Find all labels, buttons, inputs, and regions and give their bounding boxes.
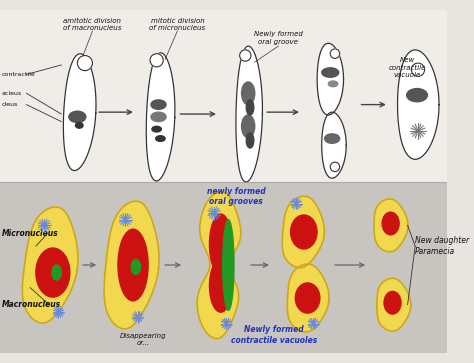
Polygon shape (22, 207, 78, 323)
Text: contractile: contractile (2, 72, 36, 77)
Ellipse shape (246, 133, 254, 148)
Ellipse shape (155, 136, 165, 142)
Ellipse shape (52, 265, 61, 280)
Text: Macronucleus: Macronucleus (2, 300, 61, 309)
Polygon shape (236, 46, 263, 182)
Ellipse shape (382, 212, 399, 235)
Bar (0, 10, 447, 182)
Ellipse shape (242, 115, 255, 138)
Text: mitotic division
of micronucleus: mitotic division of micronucleus (149, 18, 205, 31)
Bar (0, 182, 447, 353)
Ellipse shape (75, 123, 83, 128)
Polygon shape (282, 196, 324, 268)
Ellipse shape (223, 220, 234, 310)
Circle shape (412, 125, 424, 137)
Text: Micronucleus: Micronucleus (2, 229, 58, 238)
Ellipse shape (210, 259, 232, 312)
Ellipse shape (246, 100, 254, 115)
Polygon shape (377, 278, 411, 331)
Polygon shape (322, 112, 346, 178)
Text: New
contractile
vacuole: New contractile vacuole (389, 57, 426, 78)
Ellipse shape (328, 81, 338, 87)
Ellipse shape (152, 126, 161, 132)
Text: Newly formed
oral groove: Newly formed oral groove (254, 31, 303, 45)
Circle shape (150, 54, 163, 67)
Polygon shape (146, 53, 175, 181)
Polygon shape (287, 264, 329, 332)
Ellipse shape (295, 283, 320, 313)
Ellipse shape (69, 111, 86, 123)
Text: amitotic division
of macronucleus: amitotic division of macronucleus (64, 18, 122, 31)
Polygon shape (317, 43, 344, 115)
Circle shape (330, 49, 340, 58)
Polygon shape (197, 191, 241, 339)
Ellipse shape (242, 82, 255, 105)
Text: Disappearing
or...: Disappearing or... (120, 333, 167, 346)
Circle shape (411, 63, 425, 76)
Ellipse shape (407, 89, 428, 102)
Text: Newly formed
contractile vacuoles: Newly formed contractile vacuoles (230, 325, 317, 345)
Polygon shape (104, 201, 159, 329)
Ellipse shape (325, 134, 340, 143)
Circle shape (330, 162, 340, 172)
Ellipse shape (131, 259, 141, 274)
Polygon shape (64, 54, 96, 171)
Ellipse shape (151, 112, 166, 122)
Text: cleus: cleus (2, 102, 18, 107)
Ellipse shape (151, 100, 166, 109)
Text: newly formed
oral grooves: newly formed oral grooves (207, 187, 265, 206)
Circle shape (77, 56, 92, 71)
Polygon shape (374, 199, 408, 252)
Circle shape (240, 50, 251, 61)
Polygon shape (398, 50, 439, 159)
Ellipse shape (118, 229, 148, 301)
Ellipse shape (322, 68, 339, 77)
Text: New daughter
Paramecia: New daughter Paramecia (415, 236, 469, 256)
Ellipse shape (291, 215, 317, 249)
Ellipse shape (36, 248, 70, 297)
Text: acleus: acleus (2, 91, 22, 96)
Ellipse shape (210, 214, 232, 274)
Ellipse shape (384, 291, 401, 314)
